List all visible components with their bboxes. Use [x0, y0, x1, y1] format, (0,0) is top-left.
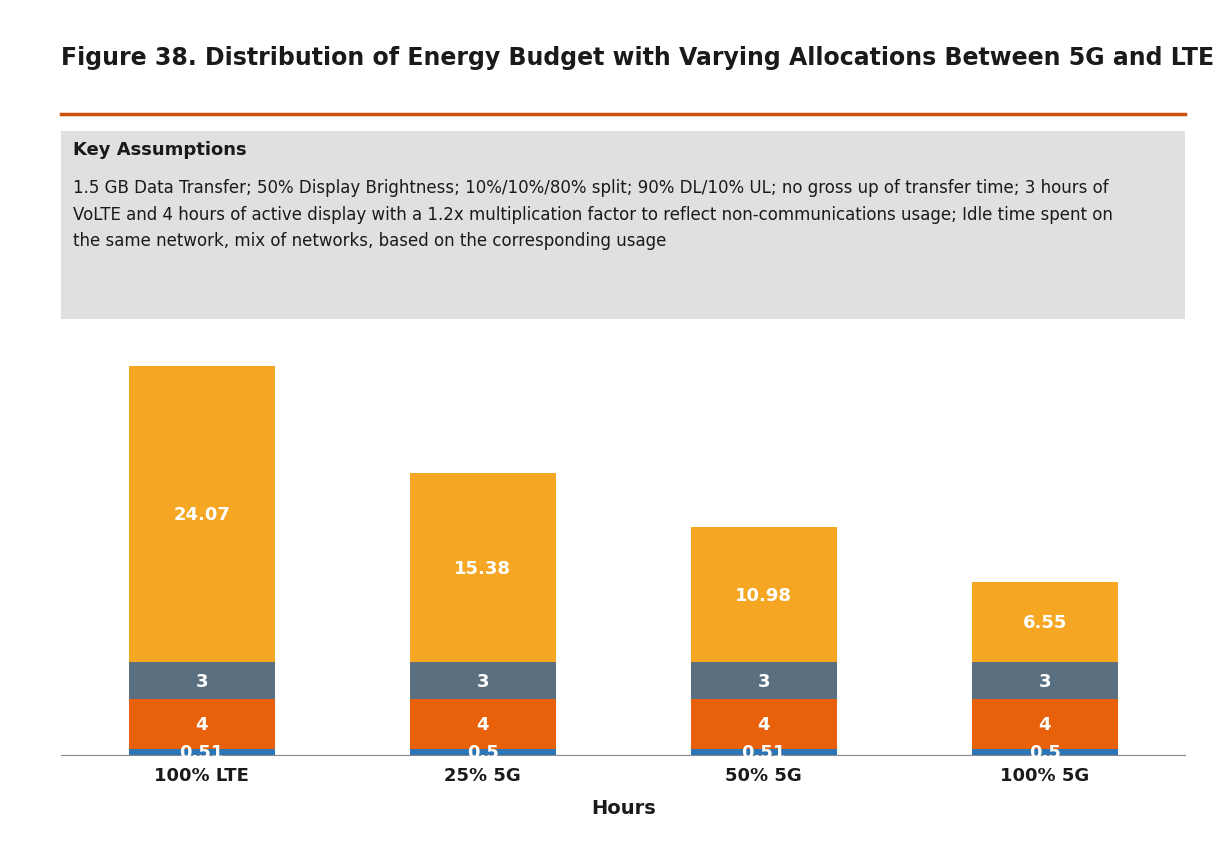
Text: 6.55: 6.55: [1023, 613, 1067, 631]
Text: 0.51: 0.51: [742, 743, 786, 761]
Text: 0.5: 0.5: [467, 743, 499, 761]
Text: 4: 4: [477, 715, 489, 734]
Bar: [409, 699, 556, 749]
Text: 1.5 GB Data Transfer; 50% Display Brightness; 10%/10%/80% split; 90% DL/10% UL; : 1.5 GB Data Transfer; 50% Display Bright…: [73, 179, 1113, 250]
Bar: [690, 663, 837, 699]
Bar: [128, 367, 275, 663]
Bar: [971, 583, 1118, 663]
Text: 0.5: 0.5: [1029, 743, 1061, 761]
Text: 3: 3: [196, 672, 208, 690]
Text: 4: 4: [1039, 715, 1051, 734]
Text: Figure 38. Distribution of Energy Budget with Varying Allocations Between 5G and: Figure 38. Distribution of Energy Budget…: [61, 45, 1222, 70]
Text: 4: 4: [196, 715, 208, 733]
Text: Key Assumptions: Key Assumptions: [73, 141, 247, 159]
Bar: [971, 749, 1118, 755]
Text: 24.07: 24.07: [174, 506, 230, 524]
X-axis label: Hours: Hours: [591, 798, 655, 817]
Bar: [128, 663, 275, 699]
Bar: [409, 749, 556, 755]
Text: 15.38: 15.38: [455, 560, 511, 577]
Bar: [409, 473, 556, 663]
Text: 10.98: 10.98: [736, 586, 792, 604]
Bar: [690, 749, 837, 755]
Bar: [128, 699, 275, 749]
Text: 3: 3: [758, 672, 770, 690]
Text: 3: 3: [477, 672, 489, 690]
Bar: [971, 663, 1118, 699]
Text: 3: 3: [1039, 672, 1051, 690]
Bar: [971, 699, 1118, 749]
Bar: [690, 528, 837, 663]
Text: 0.51: 0.51: [180, 743, 224, 761]
Bar: [690, 699, 837, 749]
Bar: [128, 749, 275, 755]
Text: 4: 4: [758, 715, 770, 733]
Bar: [409, 663, 556, 699]
